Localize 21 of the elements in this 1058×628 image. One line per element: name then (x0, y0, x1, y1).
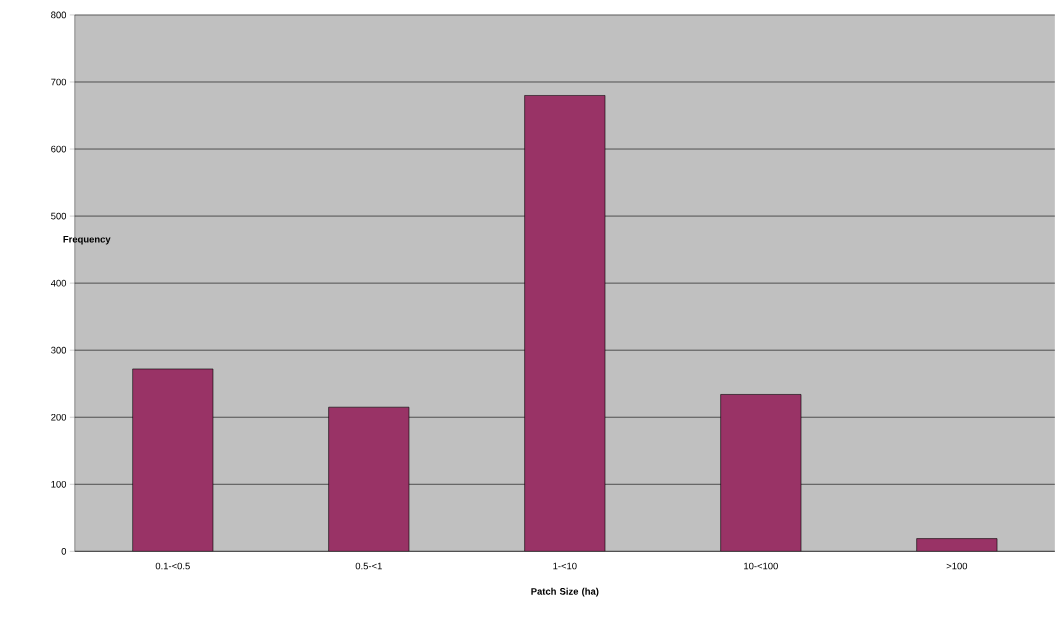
y-tick-label: 300 (51, 346, 67, 354)
x-tick-label: 10-<100 (744, 562, 778, 570)
bar (132, 368, 214, 552)
y-axis-title: Frequency (63, 235, 111, 245)
y-tick-label: 400 (50, 279, 67, 287)
x-tick-label: 1-<10 (553, 562, 577, 570)
y-tick-label: 200 (51, 413, 67, 421)
y-tick-label: 600 (51, 145, 67, 153)
x-axis-title: Patch Size (ha) (531, 587, 599, 597)
bar (524, 95, 606, 552)
y-tick-label: 500 (51, 212, 67, 220)
x-tick-label: 0.1-<0.5 (155, 562, 190, 570)
y-tick-label: 100 (51, 480, 67, 488)
bar (328, 406, 410, 552)
x-tick-label: 0.5-<1 (355, 562, 382, 570)
y-tick-label: 700 (51, 78, 67, 86)
bar (720, 394, 802, 552)
x-tick-label: >100 (946, 562, 968, 570)
bar (916, 538, 998, 552)
y-tick-label: 800 (51, 11, 67, 19)
y-tick-label: 0 (61, 547, 67, 555)
